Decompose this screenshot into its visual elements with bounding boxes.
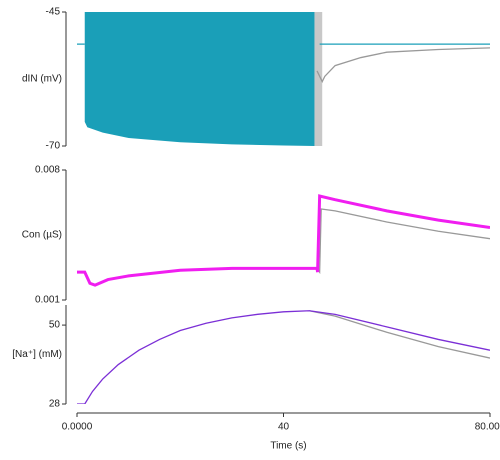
y-tick-label: 50 xyxy=(49,320,61,331)
x-tick-label: 0.0000 xyxy=(62,422,93,433)
x-tick-label: 40 xyxy=(278,422,290,433)
y-axis-label: dIN (mV) xyxy=(22,74,62,85)
spike-band xyxy=(314,12,323,146)
x-axis-label: Time (s) xyxy=(270,441,306,452)
plot-area xyxy=(77,194,490,287)
x-tick-label: 80.000 xyxy=(475,422,500,433)
line xyxy=(309,310,490,359)
line xyxy=(77,194,490,287)
line xyxy=(316,47,490,84)
plot-area xyxy=(77,12,490,146)
y-tick-label: -70 xyxy=(46,141,61,152)
y-tick-label: 28 xyxy=(49,399,61,410)
y-tick-label: 0.001 xyxy=(35,295,60,306)
y-tick-label: -45 xyxy=(46,7,61,18)
y-axis-label: Con (µS) xyxy=(22,230,62,241)
line xyxy=(316,208,490,275)
line xyxy=(77,310,490,404)
spike-band xyxy=(84,12,315,146)
y-axis-label: [Na⁺] (mM) xyxy=(12,349,62,360)
y-tick-label: 0.008 xyxy=(35,165,60,176)
plot-area xyxy=(77,310,490,404)
